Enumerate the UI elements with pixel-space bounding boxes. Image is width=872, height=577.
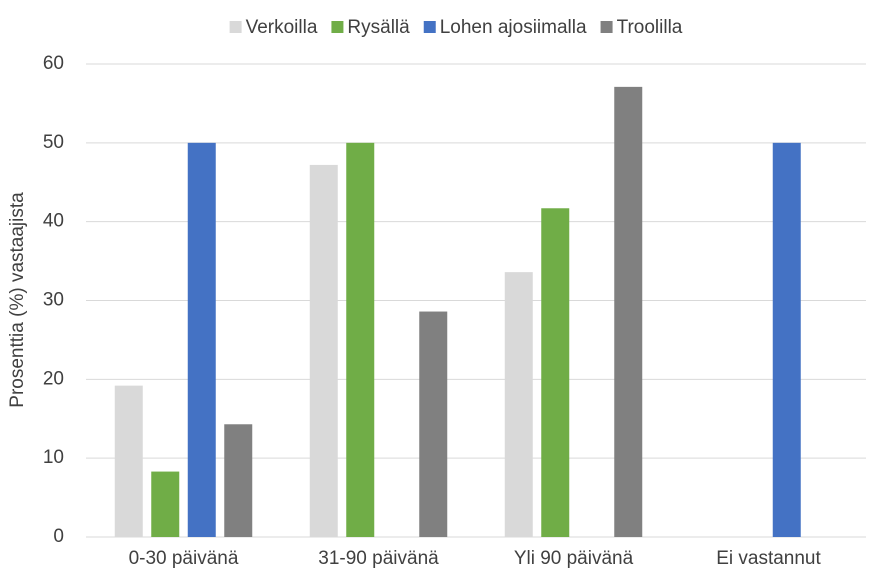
bar — [151, 471, 180, 537]
y-tick-label: 10 — [43, 447, 64, 468]
y-tick-label: 0 — [53, 526, 64, 547]
y-tick-label: 20 — [43, 368, 64, 389]
legend-swatch — [229, 21, 242, 33]
legend-label: Lohen ajosiimalla — [440, 17, 587, 38]
y-axis-label: Prosenttia (%) vastaajista — [7, 192, 28, 408]
x-tick-label: Yli 90 päivänä — [514, 548, 634, 569]
bar — [224, 424, 253, 537]
y-tick-label: 50 — [43, 132, 64, 153]
bar — [187, 142, 216, 538]
x-tick-label: 31-90 päivänä — [318, 548, 439, 569]
bar — [504, 272, 533, 537]
legend-swatch — [600, 21, 613, 33]
bar — [419, 311, 448, 537]
y-tick-label: 60 — [43, 53, 64, 74]
x-tick-label: 0-30 päivänä — [129, 548, 239, 569]
bar — [541, 208, 570, 537]
legend-label: Rysällä — [347, 17, 410, 38]
legend-swatch — [331, 21, 344, 33]
bar — [614, 86, 643, 537]
y-tick-label: 30 — [43, 290, 64, 311]
bar — [114, 385, 143, 537]
x-tick-label: Ei vastannut — [716, 548, 821, 569]
bar — [772, 142, 801, 538]
y-tick-label: 40 — [43, 211, 64, 232]
bar — [346, 142, 375, 538]
legend-label: Verkoilla — [246, 17, 318, 38]
legend-swatch — [423, 21, 436, 33]
legend-label: Troolilla — [617, 17, 683, 38]
bar — [309, 164, 338, 537]
